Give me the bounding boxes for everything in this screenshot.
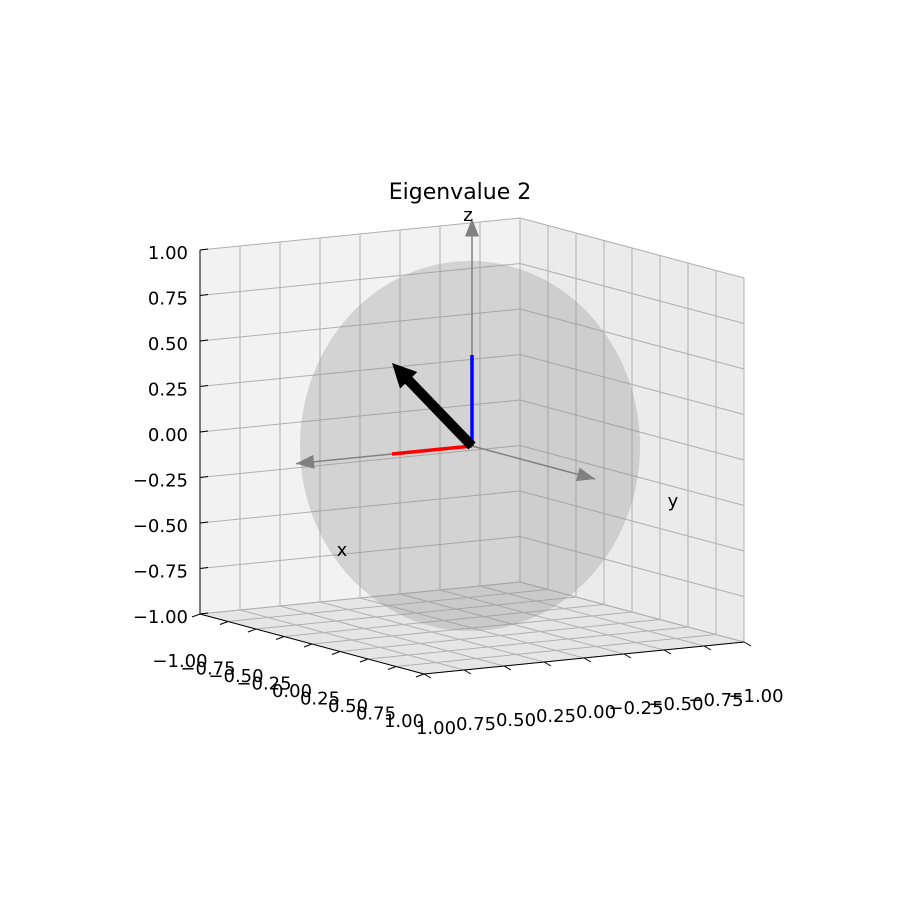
grid-line <box>199 445 521 478</box>
y-tick <box>303 643 313 648</box>
grid-line <box>199 354 521 387</box>
z-tick <box>199 385 209 387</box>
grid-line <box>519 581 745 643</box>
x-tick-label: 0.50 <box>496 710 536 731</box>
y-label: y <box>668 491 679 512</box>
x-tick <box>583 657 592 663</box>
y-tick <box>219 621 229 625</box>
x-tick <box>423 673 432 679</box>
vector-head <box>392 363 418 389</box>
reference-axis-head <box>576 467 596 482</box>
x-tick <box>623 653 632 659</box>
z-tick-label: 1.00 <box>148 243 188 264</box>
z-tick-label: −0.75 <box>133 562 188 583</box>
y-tick <box>331 651 341 655</box>
reference-axis-head <box>465 218 479 237</box>
y-tick-label: 0.00 <box>272 681 312 702</box>
grid-line <box>519 445 745 506</box>
x-tick <box>663 649 672 655</box>
grid-line <box>519 490 745 552</box>
z-tick <box>199 430 209 433</box>
grid-line <box>519 217 745 279</box>
grid-line <box>519 354 745 415</box>
y-tick <box>275 636 285 640</box>
z-tick <box>199 339 209 342</box>
grid-line <box>199 536 521 569</box>
y-tick-label: 1.00 <box>384 711 424 732</box>
y-tick-label: 0.25 <box>300 689 340 710</box>
grid-line <box>283 604 605 637</box>
grid-line <box>519 263 745 324</box>
x-tick-label: 0.00 <box>576 702 616 723</box>
grid-line <box>199 399 521 433</box>
z-tick-label: 0.00 <box>148 425 188 446</box>
chart-title: Eigenvalue 2 <box>389 180 532 205</box>
x-label: x <box>337 540 348 561</box>
grid-line <box>199 263 521 296</box>
y-tick <box>359 658 369 663</box>
y-tick <box>191 613 201 618</box>
grid-line <box>519 536 745 597</box>
x-tick-label: 0.25 <box>536 706 576 727</box>
z-tick-label: 0.75 <box>148 289 188 310</box>
x-tick <box>503 665 512 671</box>
z-tick-label: 0.25 <box>148 380 188 401</box>
grid-line <box>519 308 745 370</box>
y-tick <box>387 666 397 670</box>
y-tick-label: 0.50 <box>328 696 368 717</box>
x-tick <box>543 661 552 667</box>
z-tick-label: −0.25 <box>133 471 188 492</box>
reference-axis <box>471 445 596 480</box>
z-tick <box>199 476 209 478</box>
z-tick-label: −1.00 <box>133 607 188 628</box>
z-tick <box>199 567 209 569</box>
grid-line <box>199 490 521 524</box>
x-tick-label: −1.00 <box>728 686 783 707</box>
grid-line <box>519 399 745 461</box>
x-tick <box>463 669 472 675</box>
y-tick-label: −0.25 <box>236 674 291 695</box>
x-tick-label: 0.75 <box>456 714 496 735</box>
x-tick-label: −0.50 <box>648 694 703 715</box>
reference-axis-head <box>296 454 315 469</box>
z-label: z <box>463 205 472 226</box>
x-tick-label: −0.75 <box>688 690 743 711</box>
grid-line <box>199 308 521 342</box>
z-tick-label: 0.50 <box>148 334 188 355</box>
z-tick-label: −0.50 <box>133 516 188 537</box>
grid-line <box>255 596 577 630</box>
grid-line <box>395 634 717 667</box>
y-tick-label: −1.00 <box>152 651 207 672</box>
grid-line <box>339 619 661 652</box>
grid-line <box>199 581 521 615</box>
x-tick-label: −0.25 <box>608 698 663 719</box>
z-tick <box>199 248 209 251</box>
grid-line <box>311 611 633 645</box>
z-tick <box>199 521 209 524</box>
grid-line <box>367 626 689 660</box>
y-tick <box>415 673 425 678</box>
y-tick <box>247 628 257 633</box>
x-tick <box>703 645 712 651</box>
x-tick <box>743 641 752 647</box>
y-tick-label: −0.75 <box>180 659 235 680</box>
x-tick-label: 1.00 <box>416 718 456 739</box>
vector <box>391 444 473 456</box>
z-tick <box>199 612 209 615</box>
y-tick-label: −0.50 <box>208 666 263 687</box>
vector <box>402 373 476 450</box>
y-tick-label: 0.75 <box>356 704 396 725</box>
grid-line <box>199 217 521 251</box>
z-tick <box>199 294 209 296</box>
grid-line <box>227 589 549 622</box>
